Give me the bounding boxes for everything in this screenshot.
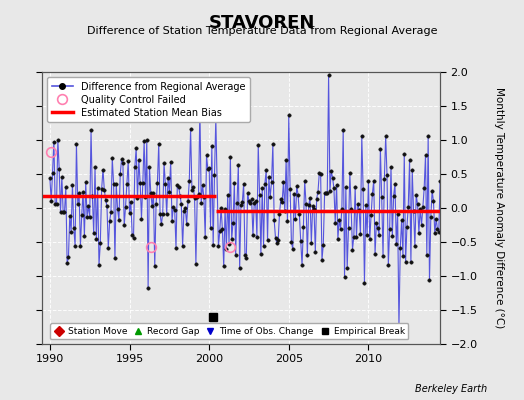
Text: Difference of Station Temperature Data from Regional Average: Difference of Station Temperature Data f… xyxy=(87,26,437,36)
Text: STAVOREN: STAVOREN xyxy=(209,14,315,32)
Y-axis label: Monthly Temperature Anomaly Difference (°C): Monthly Temperature Anomaly Difference (… xyxy=(494,87,505,329)
Text: Berkeley Earth: Berkeley Earth xyxy=(415,384,487,394)
Legend: Station Move, Record Gap, Time of Obs. Change, Empirical Break: Station Move, Record Gap, Time of Obs. C… xyxy=(50,323,409,340)
